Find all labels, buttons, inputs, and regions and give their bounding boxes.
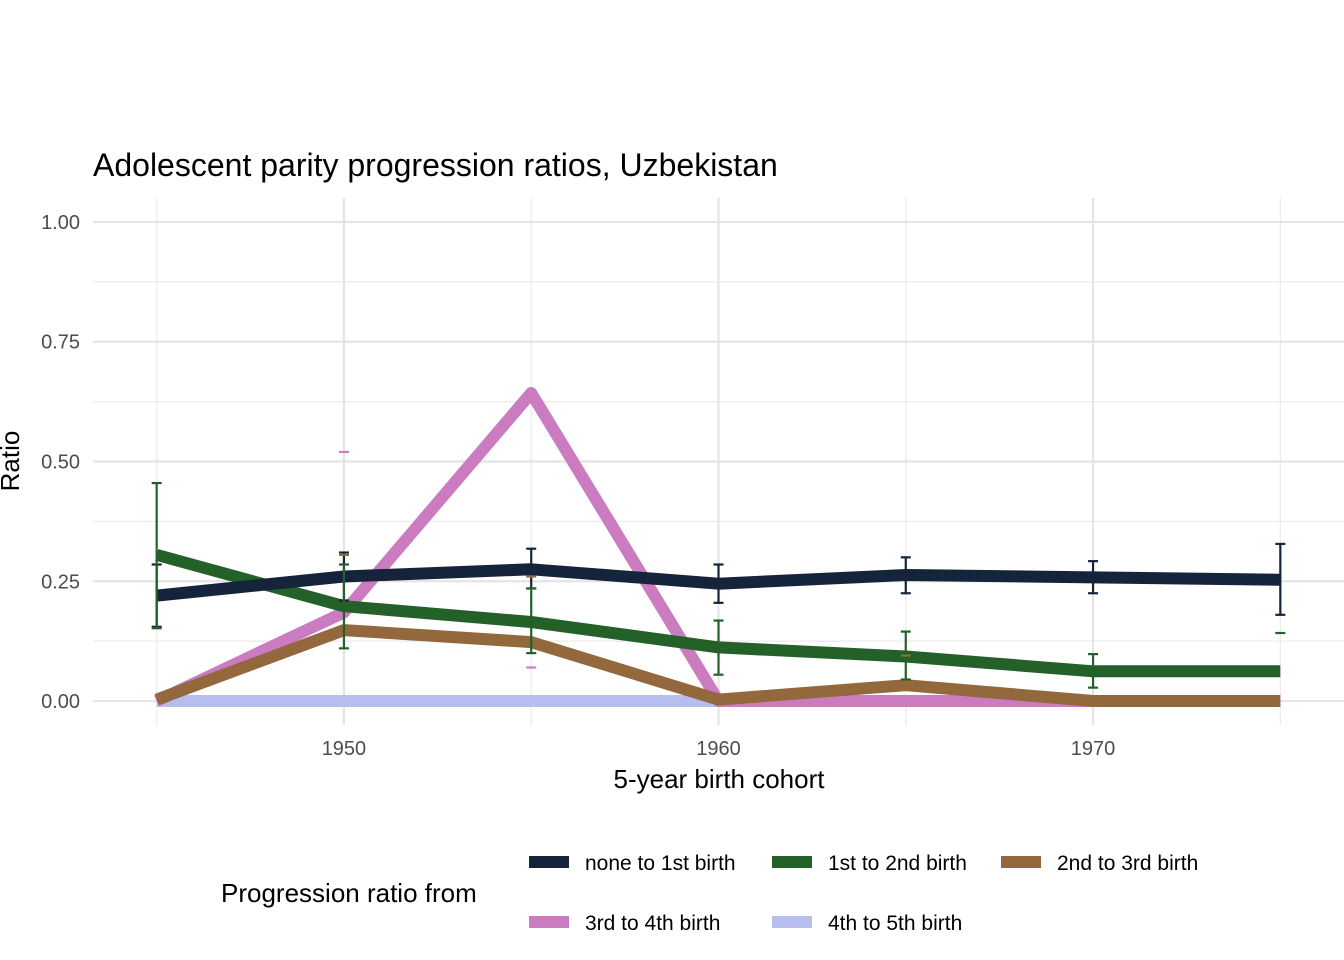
chart-title: Adolescent parity progression ratios, Uz…: [93, 147, 778, 183]
legend-label: 3rd to 4th birth: [585, 912, 720, 935]
legend-label: 4th to 5th birth: [828, 912, 962, 935]
y-tick-label: 0.00: [41, 691, 80, 713]
legend-item: none to 1st birth: [529, 852, 736, 875]
y-axis-title: Ratio: [0, 431, 25, 492]
x-tick-label: 1960: [696, 738, 741, 760]
legend-label: none to 1st birth: [585, 852, 736, 875]
x-tick-label: 1950: [322, 738, 367, 760]
legend: Progression ratio from none to 1st birth…: [221, 852, 1198, 935]
legend-item: 1st to 2nd birth: [772, 852, 967, 875]
legend-item: 4th to 5th birth: [772, 912, 962, 935]
legend-item: 2nd to 3rd birth: [1001, 852, 1198, 875]
x-axis-title: 5-year birth cohort: [614, 764, 826, 794]
legend-title: Progression ratio from: [221, 878, 477, 908]
legend-label: 1st to 2nd birth: [828, 852, 967, 875]
error-bars: [151, 450, 1286, 689]
y-tick-label: 0.25: [41, 571, 80, 593]
y-axis-ticks: 0.00 0.25 0.50 0.75 1.00: [41, 212, 80, 713]
x-tick-label: 1970: [1071, 738, 1116, 760]
x-axis-ticks: 1950 1960 1970: [322, 738, 1116, 760]
y-tick-label: 0.75: [41, 332, 80, 354]
y-tick-label: 1.00: [41, 212, 80, 234]
legend-label: 2nd to 3rd birth: [1057, 852, 1198, 875]
legend-item: 3rd to 4th birth: [529, 912, 720, 935]
y-tick-label: 0.50: [41, 452, 80, 474]
